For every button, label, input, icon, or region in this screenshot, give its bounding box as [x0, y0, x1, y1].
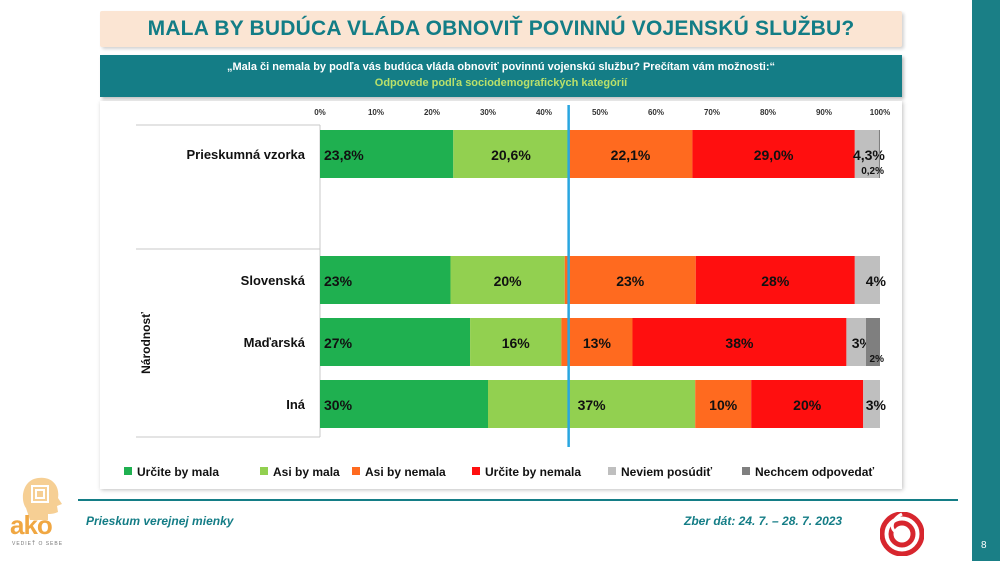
legend-swatch-asi-nemala	[352, 467, 360, 475]
data-label: 28%	[761, 273, 790, 289]
x-tick-label: 10%	[368, 108, 384, 117]
bar-segment-urcite-mala	[320, 380, 488, 428]
data-label: 0,2%	[861, 166, 884, 177]
x-tick-label: 100%	[870, 108, 890, 117]
category-label: Prieskumná vzorka	[186, 147, 305, 162]
bar-segment-asi-mala	[470, 318, 562, 366]
data-label: 2%	[870, 354, 885, 365]
footer-divider	[78, 499, 958, 501]
legend-label: Určite by nemala	[485, 465, 581, 479]
x-tick-label: 50%	[592, 108, 608, 117]
bar-segment-neviem	[854, 130, 879, 178]
legend-swatch-neviem	[608, 467, 616, 475]
bar-segment-asi-nemala	[561, 318, 633, 366]
bar-segment-neviem	[846, 318, 866, 366]
question-box: „Mala či nemala by podľa vás budúca vlád…	[100, 55, 902, 97]
data-label: 23,8%	[324, 147, 364, 163]
bar-segment-urcite-nemala	[751, 380, 864, 428]
bar-segment-nechcem	[878, 130, 880, 178]
ako-logo-icon	[22, 477, 62, 520]
legend-swatch-urcite-nemala	[472, 467, 480, 475]
bar-segment-asi-mala	[453, 130, 569, 178]
stacked-bar-chart: 0% 10% 20% 30% 40% 50% 60% 70% 80% 90% 100% Národno…	[124, 105, 890, 479]
category-label: Maďarská	[244, 335, 306, 350]
group-label-narodnost: Národnosť	[139, 312, 153, 374]
bar-segment-asi-nemala	[564, 256, 696, 304]
data-label: 20%	[793, 397, 822, 413]
data-label: 29,0%	[754, 147, 794, 163]
data-label: 38%	[725, 335, 754, 351]
x-tick-label: 60%	[648, 108, 664, 117]
data-label: 20,6%	[491, 147, 531, 163]
legend-label: Určite by mala	[137, 465, 219, 479]
subquestion-text: Odpovede podľa sociodemografických kateg…	[374, 77, 628, 89]
question-text: „Mala či nemala by podľa vás budúca vlád…	[226, 61, 776, 73]
data-label: 20%	[494, 273, 523, 289]
legend-label: Nechcem odpovedať	[755, 465, 874, 479]
x-tick-label: 70%	[704, 108, 720, 117]
legend-label: Asi by mala	[273, 465, 340, 479]
category-label: Slovenská	[241, 273, 306, 288]
data-label: 3%	[866, 397, 887, 413]
bar-segment-urcite-nemala	[632, 318, 847, 366]
bar-segment-asi-nemala	[695, 380, 752, 428]
data-label: 30%	[324, 397, 353, 413]
x-tick-label: 20%	[424, 108, 440, 117]
bar-segment-asi-mala	[488, 380, 696, 428]
bar-segment-urcite-mala	[320, 130, 454, 178]
bar-segment-urcite-nemala	[695, 256, 855, 304]
chart-area: 0% 10% 20% 30% 40% 50% 60% 70% 80% 90% 100% Národno…	[100, 101, 902, 489]
ako-logo-text: ako	[10, 510, 53, 540]
data-label: 22,1%	[611, 147, 651, 163]
bar-segment-nechcem	[866, 318, 880, 366]
bar-segment-asi-mala	[450, 256, 565, 304]
bar-segment-neviem	[854, 256, 880, 304]
data-label: 4,3%	[853, 147, 885, 163]
x-tick-label: 40%	[536, 108, 552, 117]
bar-segment-neviem	[863, 380, 880, 428]
page-number: 8	[981, 540, 987, 551]
bar-segment-asi-nemala	[568, 130, 693, 178]
title-box: MALA BY BUDÚCA VLÁDA OBNOVIŤ POVINNÚ VOJ…	[100, 11, 902, 47]
ako-logo-subtitle: VEDIEŤ O SEBE	[12, 541, 64, 547]
legend-label: Neviem posúdiť	[621, 465, 712, 479]
bar-segment-urcite-nemala	[692, 130, 855, 178]
x-tick-label: 30%	[480, 108, 496, 117]
data-label: 23%	[324, 273, 353, 289]
data-label: 37%	[578, 397, 607, 413]
data-label: 23%	[616, 273, 645, 289]
x-tick-label: 90%	[816, 108, 832, 117]
legend-swatch-asi-mala	[260, 467, 268, 475]
data-label: 27%	[324, 335, 353, 351]
swirl-logo-icon	[880, 512, 924, 556]
legend-swatch-nechcem	[742, 467, 750, 475]
x-tick-label: 80%	[760, 108, 776, 117]
category-label: Iná	[286, 397, 306, 412]
legend-swatch-urcite-mala	[124, 467, 132, 475]
bar-segment-urcite-mala	[320, 318, 471, 366]
footer-survey-name: Prieskum verejnej mienky	[86, 514, 234, 528]
footer-data-collection: Zber dát: 24. 7. – 28. 7. 2023	[684, 514, 843, 528]
bar-segment-urcite-mala	[320, 256, 451, 304]
data-label: 4%	[866, 273, 887, 289]
data-label: 10%	[709, 397, 738, 413]
x-tick-label: 0%	[314, 108, 326, 117]
legend-label: Asi by nemala	[365, 465, 446, 479]
page-title: MALA BY BUDÚCA VLÁDA OBNOVIŤ POVINNÚ VOJ…	[147, 17, 855, 40]
data-label: 16%	[502, 335, 531, 351]
data-label: 13%	[583, 335, 612, 351]
